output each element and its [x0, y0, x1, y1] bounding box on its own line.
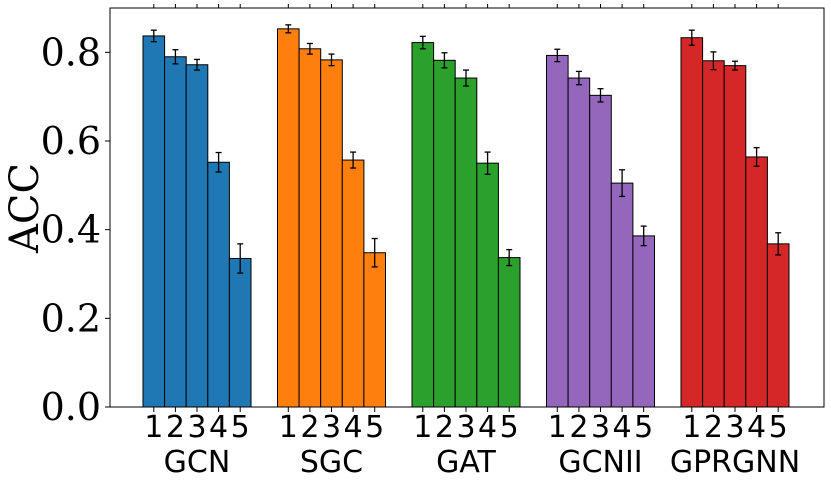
bar-gprgnn-5 — [766, 243, 790, 408]
bar-gat-3 — [454, 77, 478, 408]
bar-index-label: 2 — [300, 410, 319, 445]
bar-index-label: 1 — [548, 410, 567, 445]
bar-index-label: 5 — [500, 410, 519, 445]
bar-index-label: 5 — [769, 410, 788, 445]
y-axis-label: ACC — [2, 163, 48, 254]
bar-gcn-5 — [228, 257, 252, 408]
group-label-sgc: SGC — [300, 445, 363, 480]
bar-gcnii-5 — [632, 235, 656, 408]
bar-gcnii-2 — [567, 77, 591, 408]
group-label-gcnii: GCNII — [558, 445, 642, 480]
group-label-gprgnn: GPRGNN — [670, 445, 800, 480]
bar-gprgnn-1 — [680, 37, 704, 408]
bar-index-label: 1 — [279, 410, 298, 445]
bar-sgc-5 — [363, 252, 386, 408]
bar-index-label: 3 — [187, 410, 206, 445]
bar-gcn-4 — [207, 161, 230, 408]
bar-index-label: 5 — [365, 410, 384, 445]
bar-gcnii-4 — [610, 182, 634, 408]
bar-gcnii-3 — [589, 94, 612, 408]
bar-index-label: 5 — [634, 410, 653, 445]
group-label-gat: GAT — [436, 445, 496, 480]
bar-index-label: 2 — [166, 410, 185, 445]
bar-index-label: 4 — [747, 410, 766, 445]
bar-index-label: 1 — [682, 410, 701, 445]
y-tick-label: 0.6 — [41, 119, 101, 163]
bar-index-label: 1 — [413, 410, 432, 445]
bar-gprgnn-2 — [702, 60, 725, 408]
bar-index-label: 3 — [456, 410, 475, 445]
bar-index-label: 4 — [209, 410, 228, 445]
bar-gcn-2 — [164, 56, 187, 408]
bar-index-label: 4 — [344, 410, 363, 445]
bar-index-label: 5 — [231, 410, 250, 445]
y-tick-label: 0.8 — [41, 30, 101, 74]
bar-sgc-4 — [341, 159, 365, 408]
group-label-gcn: GCN — [164, 445, 231, 480]
bar-gcn-1 — [142, 35, 166, 408]
bar-index-label: 2 — [569, 410, 588, 445]
bar-index-label: 4 — [613, 410, 632, 445]
bar-index-label: 4 — [478, 410, 497, 445]
bar-gat-5 — [497, 257, 521, 408]
bar-sgc-2 — [298, 48, 322, 408]
bar-index-label: 3 — [591, 410, 610, 445]
bar-index-label: 3 — [725, 410, 744, 445]
bar-index-label: 2 — [704, 410, 723, 445]
bar-index-label: 2 — [435, 410, 454, 445]
bar-gcn-3 — [185, 64, 209, 408]
axes-frame — [109, 7, 825, 408]
y-tick-label: 0.0 — [41, 385, 101, 429]
bar-index-label: 1 — [144, 410, 163, 445]
bar-gat-1 — [411, 42, 435, 408]
bar-index-label: 3 — [322, 410, 341, 445]
y-tick-label: 0.2 — [41, 296, 101, 340]
bar-sgc-3 — [320, 59, 343, 408]
bar-sgc-1 — [277, 28, 300, 408]
bar-gat-4 — [476, 162, 499, 408]
y-tick-label: 0.4 — [41, 208, 101, 252]
bar-gcnii-1 — [546, 54, 569, 408]
bar-gprgnn-3 — [723, 65, 747, 408]
bar-gat-2 — [433, 59, 456, 408]
bar-gprgnn-4 — [745, 156, 768, 408]
